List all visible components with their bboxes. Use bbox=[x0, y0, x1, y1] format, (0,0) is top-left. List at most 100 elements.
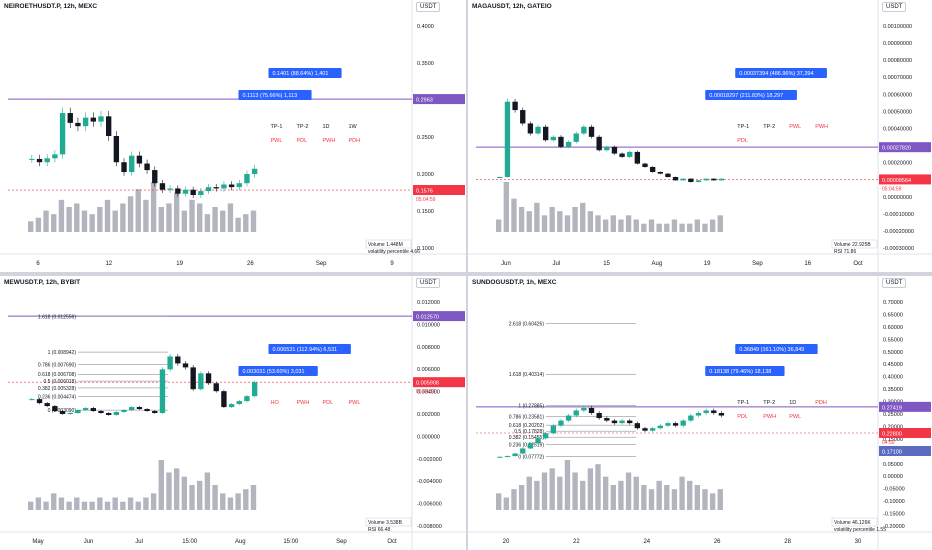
volume-bar bbox=[28, 221, 34, 232]
candle-body bbox=[520, 110, 526, 124]
x-tick-label: 15:00 bbox=[283, 539, 299, 545]
level-badge-text: 0.27419 bbox=[882, 405, 902, 411]
chart-svg: 0.40000.35000.30000.25000.20000.15000.10… bbox=[0, 0, 466, 272]
target-box-label: 0.00037394 (486.96%) 37,394 bbox=[739, 71, 813, 77]
volume-bar bbox=[702, 489, 708, 510]
currency-button[interactable]: USDT bbox=[882, 278, 907, 288]
annotation-label: PWL bbox=[789, 124, 801, 130]
volume-bar bbox=[687, 480, 693, 510]
volume-bar bbox=[687, 223, 693, 232]
candle-body bbox=[604, 418, 610, 421]
candle-body bbox=[504, 456, 511, 458]
price-badge-text: 0.005908 bbox=[416, 381, 439, 387]
candle-body bbox=[182, 363, 189, 368]
chart-panel-3[interactable]: MEWUSDT.P, 12h, BYBIT USDT 0.012000 0.01000… bbox=[0, 276, 466, 550]
volume-bar bbox=[518, 485, 525, 510]
candle-body bbox=[198, 191, 204, 195]
y-tick-label: 0.006000 bbox=[417, 367, 440, 373]
x-tick-label: 28 bbox=[784, 539, 791, 545]
volume-bar bbox=[595, 464, 601, 510]
volume-bar bbox=[717, 489, 723, 510]
volume-bar bbox=[51, 214, 57, 232]
candle-body bbox=[573, 410, 579, 416]
fib-label: 1.618 (0.012556) bbox=[38, 314, 76, 320]
candle-body bbox=[542, 126, 549, 141]
volume-bar bbox=[557, 211, 563, 232]
y-tick-label: -0.006000 bbox=[417, 502, 442, 508]
chart-panel-2[interactable]: MAGAUSDT, 12h, GATEIO USDT 0.00100000 0.000… bbox=[468, 0, 932, 272]
volume-bar bbox=[135, 189, 141, 232]
price-badge-text: 0.22800 bbox=[882, 432, 902, 438]
y-tick-label: 0.70000 bbox=[883, 300, 903, 306]
volume-bar bbox=[250, 485, 257, 510]
y-tick-label: 0.00020000 bbox=[883, 161, 912, 167]
candle-body bbox=[121, 410, 127, 413]
level-badge-text: 0.00027820 bbox=[882, 146, 911, 152]
volume-bar bbox=[618, 480, 624, 510]
chart-panel-4[interactable]: SUNDOGUSDT.P, 1h, MEXC USDT 0.70000 0.65000… bbox=[468, 276, 932, 550]
candle-body bbox=[52, 154, 58, 159]
volume-bar bbox=[212, 207, 218, 232]
candle-body bbox=[228, 404, 235, 408]
volume-bar bbox=[227, 203, 234, 232]
y-tick-label: 0.00000 bbox=[883, 474, 903, 480]
y-tick-label: 0.008000 bbox=[417, 345, 440, 351]
candle-body bbox=[36, 399, 43, 404]
fib-label: 0.618 (0.20202) bbox=[509, 423, 545, 429]
volume-bar bbox=[166, 472, 172, 510]
y-tick-label: 0.00040000 bbox=[883, 126, 912, 132]
chart-svg: 0.012000 0.010000 0.008000 0.006000 0.004000… bbox=[0, 276, 466, 550]
y-tick-label: 0.15000 bbox=[883, 437, 903, 443]
candle-body bbox=[98, 116, 104, 122]
currency-button[interactable]: USDT bbox=[882, 2, 907, 12]
chart-panel-1[interactable]: NEIROETHUSDT.P, 12h, MEXC USDT 0.4000 0.350… bbox=[0, 0, 466, 272]
candle-body bbox=[205, 187, 212, 192]
currency-button[interactable]: USDT bbox=[416, 2, 441, 12]
x-tick-label: 6 bbox=[36, 261, 40, 267]
candle-body bbox=[573, 133, 579, 142]
volume-bar bbox=[633, 219, 639, 232]
price-badge bbox=[879, 174, 931, 185]
volume-bar bbox=[587, 468, 594, 510]
y-tick-label: -0.00030000 bbox=[883, 246, 914, 252]
x-tick-label: 22 bbox=[573, 539, 580, 545]
candle-body bbox=[44, 403, 50, 407]
x-tick-label: Sep bbox=[336, 539, 347, 545]
annotation-label: PWH bbox=[763, 414, 776, 420]
volume-bar bbox=[127, 196, 134, 232]
volume-label: Volume 3.538B bbox=[368, 520, 403, 526]
volume-bar bbox=[625, 215, 632, 232]
y-tick-label: 0.00070000 bbox=[883, 75, 912, 81]
volume-bar bbox=[104, 199, 111, 232]
target-box bbox=[268, 344, 351, 354]
currency-button[interactable]: USDT bbox=[416, 278, 441, 288]
target-box bbox=[705, 90, 797, 100]
volume-bar bbox=[89, 214, 95, 232]
x-tick-label: 15:00 bbox=[182, 539, 198, 545]
fib-label: 0.5 (0.006018) bbox=[43, 379, 76, 385]
candle-body bbox=[136, 155, 143, 164]
target-box-label: 0.006531 (112.94%) 6,531 bbox=[272, 347, 337, 353]
y-tick-label: 0.002000 bbox=[417, 412, 440, 418]
x-tick-label: 30 bbox=[855, 539, 862, 545]
price-badge bbox=[413, 377, 465, 388]
candle-body bbox=[221, 184, 227, 189]
chart-svg: 0.00100000 0.00090000 0.00080000 0.00070000… bbox=[468, 0, 932, 272]
candle-body bbox=[550, 136, 556, 141]
fib-label: 1 (0.27885) bbox=[518, 404, 544, 410]
volume-bar bbox=[625, 472, 632, 510]
candle-body bbox=[152, 170, 158, 184]
candle-body bbox=[144, 163, 150, 171]
volume-bar bbox=[120, 203, 126, 232]
volume-bar bbox=[35, 497, 42, 510]
volume-bar bbox=[595, 215, 601, 232]
x-tick-label: 16 bbox=[804, 261, 811, 267]
volume-bar bbox=[664, 485, 670, 510]
volume-bar bbox=[143, 199, 149, 232]
volume-bar bbox=[43, 210, 49, 232]
candle-body bbox=[90, 117, 96, 122]
volume-bar bbox=[564, 215, 571, 232]
volume-bar bbox=[618, 219, 624, 232]
y-tick-label: -0.20000 bbox=[883, 524, 905, 530]
y-tick-label: 0.60000 bbox=[883, 325, 903, 331]
